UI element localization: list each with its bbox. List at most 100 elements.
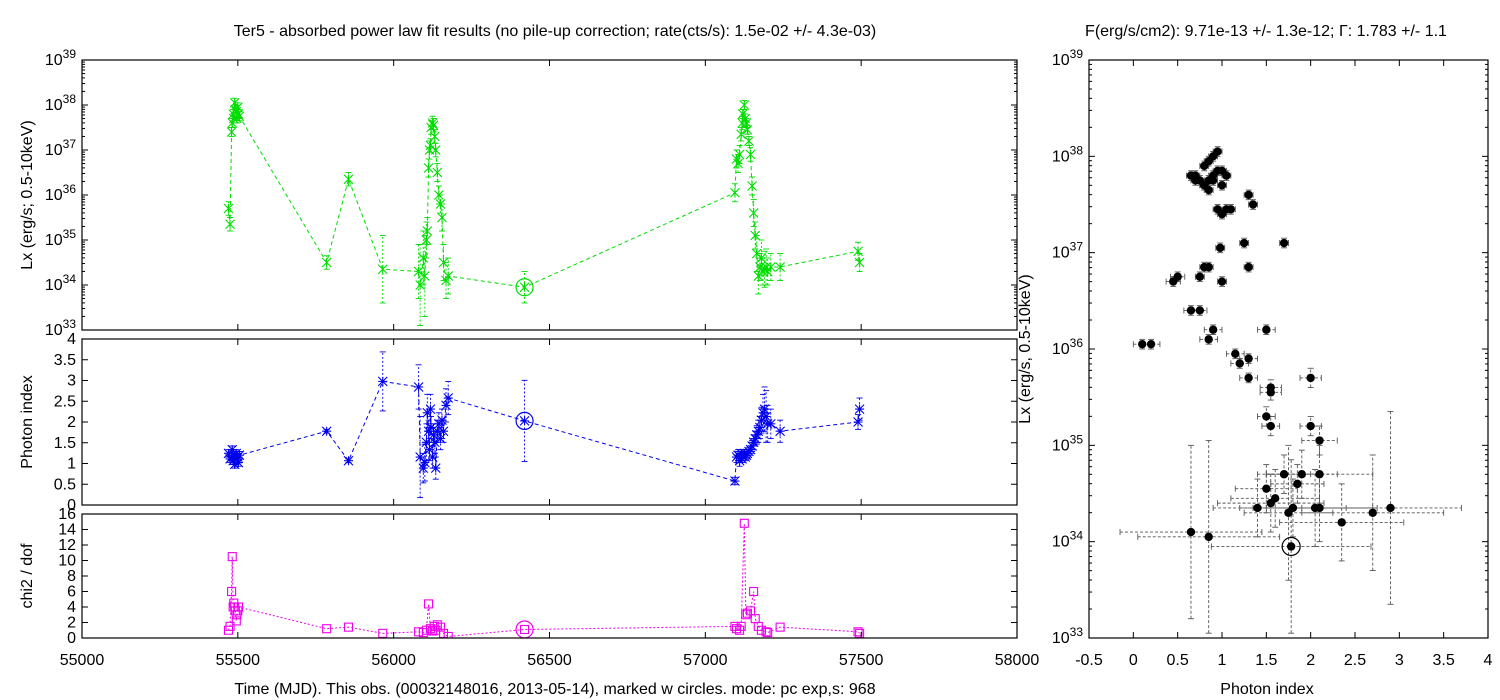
y-tick-label: 1035: [45, 227, 76, 249]
data-point: [1216, 243, 1225, 253]
data-point: [1244, 373, 1253, 383]
y-tick-label: 10: [58, 553, 76, 570]
data-point: [423, 426, 434, 437]
data-point: [1217, 277, 1227, 286]
data-point: [1169, 277, 1178, 286]
y-tick-label: 0: [67, 630, 76, 647]
data-point: [753, 426, 764, 437]
data-point: [1248, 200, 1258, 209]
data-point: [432, 620, 442, 630]
data-point: [418, 463, 429, 473]
x-tick-label: 58000: [995, 652, 1040, 669]
y-tick-label: 1039: [45, 47, 76, 69]
data-point: [747, 181, 757, 191]
data-point: [1208, 325, 1218, 334]
data-point: [1204, 335, 1213, 344]
data-point: [234, 111, 245, 122]
data-point: [745, 444, 756, 455]
data-point: [730, 476, 740, 486]
data-point: [1293, 479, 1302, 489]
data-point: [1191, 176, 1200, 185]
data-point: [229, 459, 240, 470]
data-point: [1337, 518, 1346, 527]
y-tick-label: 1037: [45, 137, 76, 159]
data-point: [1315, 470, 1324, 479]
y-tick-label: 3: [67, 373, 76, 390]
data-point: [419, 271, 430, 281]
y-tick-label: 4: [67, 599, 76, 616]
data-point: [1253, 503, 1262, 513]
data-point: [1306, 373, 1315, 383]
data-point: [321, 426, 332, 437]
data-point: [1368, 508, 1377, 517]
data-point: [432, 426, 443, 437]
data-point: [1204, 262, 1213, 272]
plot-area: [1119, 146, 1462, 634]
y-tick-label: 6: [67, 584, 76, 601]
data-point: [730, 187, 740, 198]
y-tick-label: 1033: [1052, 625, 1083, 647]
x-tick-label: 57000: [683, 652, 728, 669]
data-point: [854, 404, 865, 414]
x-tick-label: 55500: [216, 652, 261, 669]
data-point: [853, 627, 863, 637]
data-point: [754, 422, 765, 433]
data-point: [1204, 185, 1213, 195]
x-tick-label: 3.5: [1433, 652, 1455, 669]
data-point: [1138, 339, 1147, 349]
data-point: [1279, 470, 1289, 479]
photon-index-panel: 0 0.5 1 1.5 2 2.5 3 3.5 4 Photon index: [19, 331, 1018, 514]
y-tick-label: 16: [58, 506, 76, 523]
data-point: [853, 417, 863, 427]
x-tick-label: 56000: [371, 652, 416, 669]
data-point: [227, 586, 237, 597]
data-point: [443, 393, 454, 403]
data-point: [1315, 436, 1324, 445]
x-tick-label: 1.5: [1255, 652, 1277, 669]
data-point: [231, 616, 241, 626]
y-axis-label: Photon index: [19, 375, 36, 468]
panel-frame: [1088, 59, 1489, 639]
y-tick-label: 0: [67, 497, 76, 514]
data-point: [855, 628, 865, 638]
y-tick-label: 2: [67, 615, 76, 632]
data-point: [435, 622, 445, 632]
data-point: [421, 235, 432, 245]
data-point: [1306, 421, 1315, 431]
left-chart-title: Ter5 - absorbed power law fit results (n…: [234, 23, 877, 40]
data-point: [1310, 503, 1320, 513]
data-point: [233, 457, 244, 468]
data-point: [432, 167, 443, 178]
data-point: [1204, 532, 1213, 542]
data-point: [519, 416, 530, 426]
data-point: [1286, 542, 1296, 551]
data-point: [1239, 238, 1249, 248]
data-point: [430, 145, 441, 155]
data-point: [750, 433, 761, 444]
data-point: [1231, 349, 1240, 359]
y-tick-label: 8: [67, 568, 76, 585]
y-tick-label: 1035: [1052, 432, 1083, 454]
data-point: [1262, 325, 1271, 334]
y-tick-label: 1039: [1052, 47, 1083, 69]
data-point: [1262, 484, 1271, 493]
x-tick-label: 57500: [839, 652, 884, 669]
data-point: [429, 131, 440, 142]
data-point: [437, 212, 447, 223]
data-point: [415, 280, 426, 290]
data-point: [745, 606, 756, 616]
y-tick-label: 12: [58, 537, 76, 554]
data-point: [426, 422, 436, 433]
y-tick-label: 1: [67, 456, 76, 473]
data-point: [377, 264, 388, 275]
data-point: [1266, 421, 1275, 431]
data-point: [378, 628, 388, 638]
data-point: [1262, 412, 1271, 421]
this-obs-circle: [515, 278, 534, 297]
data-point: [744, 136, 754, 146]
data-point: [422, 226, 433, 236]
data-point: [756, 415, 767, 426]
data-point: [739, 518, 749, 528]
lx-vs-photon-index-panel: 1033 1034 1035 1036 1037 1038 1039 -0.5 0 0.5 1 1.5…: [1017, 47, 1493, 669]
